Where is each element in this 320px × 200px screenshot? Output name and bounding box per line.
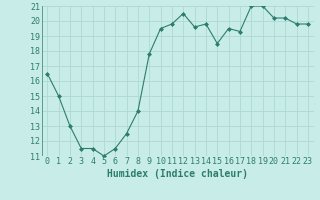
X-axis label: Humidex (Indice chaleur): Humidex (Indice chaleur) <box>107 169 248 179</box>
